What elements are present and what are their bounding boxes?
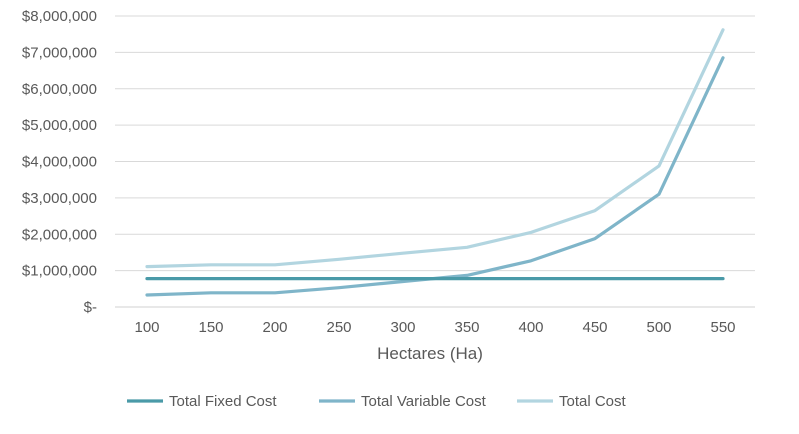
y-tick-label: $2,000,000: [22, 226, 97, 243]
y-tick-label: $4,000,000: [22, 154, 97, 171]
y-tick-label: $1,000,000: [22, 263, 97, 280]
series-line-total-cost: [145, 28, 725, 269]
y-tick-label: $6,000,000: [22, 81, 97, 98]
x-tick-label: 350: [454, 319, 479, 336]
series-line-total-variable-cost: [145, 56, 725, 297]
x-tick-label: 100: [134, 319, 159, 336]
legend-label: Total Cost: [559, 393, 627, 410]
x-tick-label: 300: [390, 319, 415, 336]
legend-label: Total Variable Cost: [361, 393, 487, 410]
x-tick-label: 250: [326, 319, 351, 336]
y-tick-label: $8,000,000: [22, 8, 97, 25]
y-axis-ticks: $- $1,000,000 $2,000,000 $3,000,000 $4,000,0…: [22, 8, 97, 316]
x-tick-label: 500: [646, 319, 671, 336]
x-tick-label: 200: [262, 319, 287, 336]
legend-label: Total Fixed Cost: [169, 393, 277, 410]
x-tick-label: 550: [710, 319, 735, 336]
y-tick-label: $3,000,000: [22, 190, 97, 207]
x-axis-ticks: 100 150 200 250 300 350 400 450 500 550: [134, 319, 735, 336]
x-axis-title: Hectares (Ha): [377, 344, 483, 363]
gridlines: [115, 15, 755, 308]
y-tick-label: $5,000,000: [22, 117, 97, 134]
y-tick-label: $-: [84, 299, 97, 316]
x-tick-label: 150: [198, 319, 223, 336]
series-lines: [145, 28, 725, 297]
x-tick-label: 400: [518, 319, 543, 336]
legend: Total Fixed Cost Total Variable Cost Total…: [127, 393, 627, 410]
x-tick-label: 450: [582, 319, 607, 336]
y-tick-label: $7,000,000: [22, 44, 97, 61]
